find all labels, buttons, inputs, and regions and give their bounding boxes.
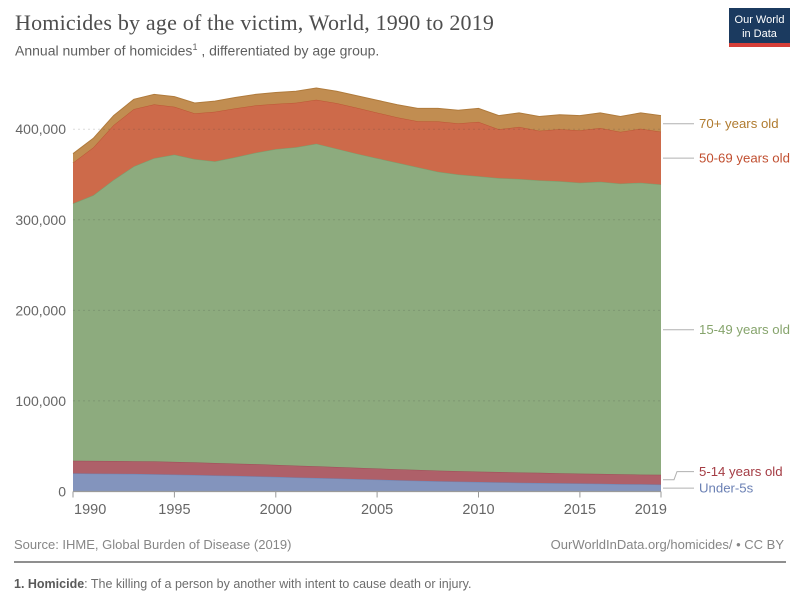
area-15-49-years-old[interactable] bbox=[73, 143, 661, 475]
legend-label-50-69-years-old[interactable]: 50-69 years old bbox=[699, 151, 790, 166]
chart-title: Homicides by age of the victim, World, 1… bbox=[15, 10, 495, 35]
footnote: 1. Homicide: The killing of a person by … bbox=[14, 577, 471, 591]
legend-label-5-14-years-old[interactable]: 5-14 years old bbox=[699, 464, 783, 479]
x-axis-tick-label-1990: 1990 bbox=[74, 502, 106, 518]
y-axis-tick-label-100000: 100,000 bbox=[15, 393, 66, 409]
y-axis-tick-label-300000: 300,000 bbox=[15, 212, 66, 228]
chart-subtitle: Annual number of homicides1 , differenti… bbox=[15, 42, 379, 59]
area-5-14-years-old[interactable] bbox=[73, 460, 661, 485]
legend-label-under-5s[interactable]: Under-5s bbox=[699, 481, 754, 496]
owid-logo-text: Our World in Data bbox=[729, 8, 790, 47]
area-50-69-years-old[interactable] bbox=[73, 99, 661, 204]
footnote-marker: 1 bbox=[192, 42, 198, 52]
x-axis-tick-label-2010: 2010 bbox=[462, 502, 494, 518]
x-axis-tick-label-2000: 2000 bbox=[260, 502, 292, 518]
legend-label-70-years-old[interactable]: 70+ years old bbox=[699, 116, 779, 131]
area-70-years-old[interactable] bbox=[73, 88, 661, 163]
area-top-edge-70-years-old bbox=[72, 87, 662, 155]
source-text: Source: IHME, Global Burden of Disease (… bbox=[14, 537, 292, 552]
owid-logo[interactable]: Our World in Data bbox=[729, 8, 790, 47]
x-axis-tick-label-2019: 2019 bbox=[635, 502, 667, 518]
subtitle-text: Annual number of homicides bbox=[15, 42, 193, 59]
owid-logo-line1: Our World bbox=[734, 14, 785, 26]
y-axis-tick-label-0: 0 bbox=[58, 484, 66, 500]
legend-connector-5-14-years-old bbox=[663, 471, 694, 481]
y-axis-tick-label-400000: 400,000 bbox=[15, 121, 66, 137]
attribution-text: OurWorldInData.org/homicides/ • CC BY bbox=[550, 537, 784, 552]
owid-logo-stripe bbox=[729, 43, 790, 47]
footnote-term: 1. Homicide bbox=[14, 577, 85, 591]
y-axis-tick-label-200000: 200,000 bbox=[15, 302, 66, 318]
x-axis-tick-label-2005: 2005 bbox=[361, 502, 393, 518]
owid-logo-line2: in Data bbox=[742, 28, 777, 40]
footer-divider bbox=[14, 561, 786, 563]
x-axis-tick-label-2015: 2015 bbox=[564, 502, 596, 518]
footnote-definition: : The killing of a person by another wit… bbox=[84, 577, 472, 591]
subtitle-text-continued: , differentiated by age group. bbox=[197, 42, 380, 59]
area-under-5s[interactable] bbox=[73, 473, 661, 492]
legend-label-15-49-years-old[interactable]: 15-49 years old bbox=[699, 322, 790, 337]
x-axis-tick-label-1995: 1995 bbox=[158, 502, 190, 518]
